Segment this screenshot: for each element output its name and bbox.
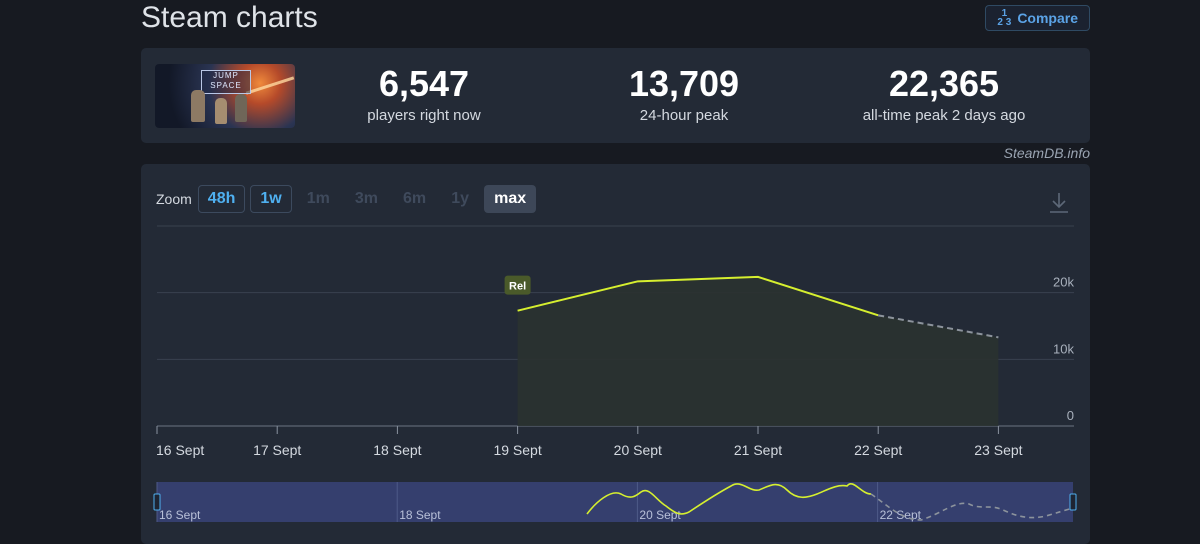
game-capsule-image[interactable]: JUMP SPACE	[155, 64, 295, 128]
zoom-1m-button[interactable]: 1m	[306, 190, 330, 207]
capsule-figure	[215, 98, 227, 124]
capsule-figure	[235, 94, 247, 122]
stat-value: 6,547	[378, 63, 470, 104]
capsule-light-streak	[245, 76, 295, 95]
x-tick-label: 16 Sept	[156, 442, 204, 458]
game-logo: JUMP SPACE	[201, 70, 251, 94]
series-line	[517, 275, 879, 317]
stat-label: all-time peak 2 days ago	[862, 107, 1026, 124]
navigator-left-handle	[153, 493, 161, 511]
x-tick-label: 19 Sept	[493, 442, 541, 458]
capsule-figure	[191, 90, 205, 122]
release-annotation-badge	[504, 275, 531, 295]
stat-label: players right now	[367, 107, 481, 124]
release-annotation-label: Rel	[509, 281, 526, 293]
stat-value: 13,709	[628, 63, 740, 104]
y-tick-label: 10k	[1053, 341, 1074, 356]
y-tick-label: 0	[1067, 408, 1074, 423]
navigator-tick-label: 16 Sept	[159, 508, 201, 522]
navigator-tick-label: 20 Sept	[639, 508, 681, 522]
compare-label: Compare	[1017, 10, 1078, 26]
stat-players-now: 6,547 players right now	[309, 62, 539, 126]
navigator-band	[157, 482, 1073, 522]
stats-panel: JUMP SPACE 6,547 players right now 13,70…	[141, 48, 1090, 143]
navigator-series-estimated	[870, 493, 1074, 521]
page-title: Steam charts	[141, 1, 318, 34]
stat-label: 24-hour peak	[639, 107, 729, 124]
zoom-controls: Zoom 48h 1w 1m 3m 6m 1y max	[156, 184, 541, 214]
chart-panel: 0 10k 20k 16 Sept 17 Sept 18 Sept 19 Sept 20 Se…	[141, 164, 1090, 544]
navigator-series-line	[586, 483, 872, 515]
series-area	[517, 276, 999, 426]
zoom-max-button[interactable]: max	[484, 185, 537, 213]
x-tick-label: 23 Sept	[974, 442, 1022, 458]
zoom-label: Zoom	[156, 191, 192, 207]
x-tick-label: 22 Sept	[854, 442, 902, 458]
x-tick-label: 18 Sept	[373, 442, 421, 458]
zoom-1w-button[interactable]: 1w	[250, 185, 292, 213]
stat-all-time-peak: 22,365 all-time peak 2 days ago	[829, 62, 1059, 126]
stat-value: 22,365	[888, 63, 1000, 104]
zoom-3m-button[interactable]: 3m	[354, 190, 378, 207]
x-tick-label: 21 Sept	[734, 442, 782, 458]
zoom-6m-button[interactable]: 6m	[402, 190, 427, 207]
y-tick-label: 20k	[1053, 275, 1074, 290]
x-tick-label: 20 Sept	[614, 442, 662, 458]
series-line-estimated	[878, 314, 999, 339]
x-tick-label: 17 Sept	[253, 442, 301, 458]
navigator-tick-label: 18 Sept	[399, 508, 441, 522]
game-logo-line-2: SPACE	[210, 81, 242, 90]
zoom-48h-button[interactable]: 48h	[197, 185, 246, 213]
game-logo-line-1: JUMP	[213, 71, 239, 80]
download-icon[interactable]	[1049, 192, 1069, 214]
zoom-1y-button[interactable]: 1y	[451, 190, 469, 207]
player-count-chart[interactable]: 0 10k 20k 16 Sept 17 Sept 18 Sept 19 Sept 20 Se…	[141, 164, 1090, 544]
navigator-right-handle	[1069, 493, 1077, 511]
steamdb-credit[interactable]: SteamDB.info	[1003, 145, 1090, 161]
stat-24h-peak: 13,709 24-hour peak	[569, 62, 799, 126]
